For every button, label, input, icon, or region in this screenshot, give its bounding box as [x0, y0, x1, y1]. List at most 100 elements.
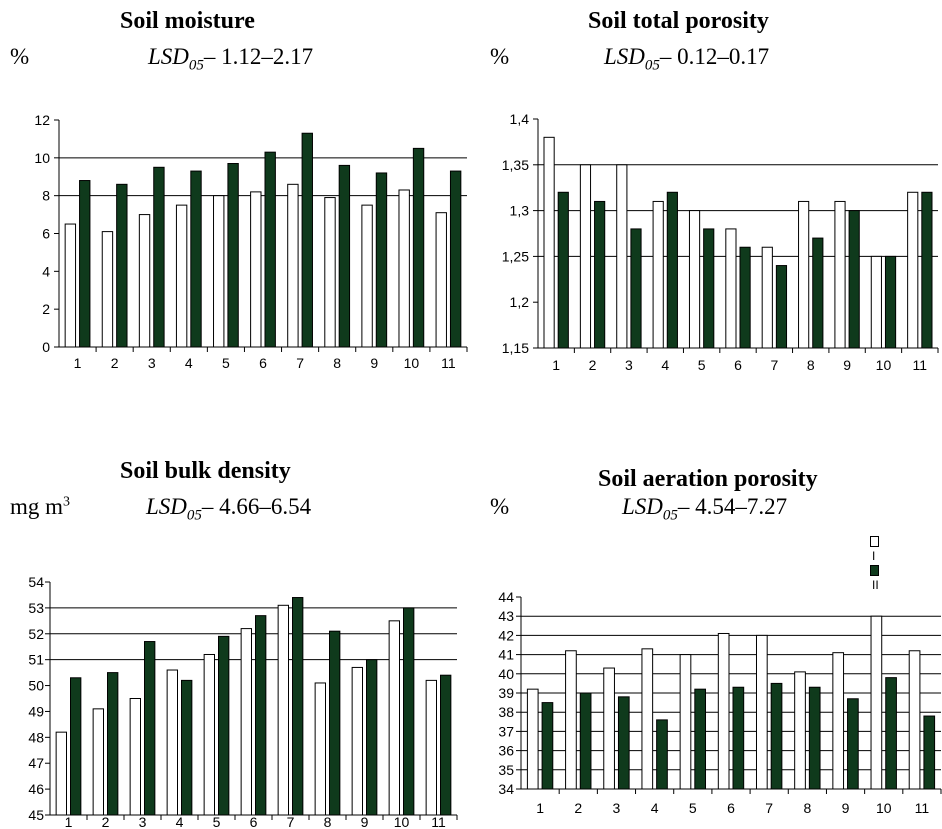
x-tick-label: 1 — [552, 357, 560, 373]
bar-series-i — [425, 679, 438, 816]
x-tick-label: 1 — [65, 814, 73, 829]
bar-series-ii — [366, 659, 378, 816]
x-tick-label: 11 — [915, 800, 930, 816]
x-tick-label: 4 — [661, 357, 669, 373]
bar-series-i — [101, 231, 114, 348]
x-tick-label: 7 — [287, 814, 295, 829]
bar-series-i — [388, 620, 401, 816]
y-tick-label: 0 — [42, 339, 50, 355]
bar-series-i — [240, 628, 252, 816]
bar-series-ii — [770, 682, 783, 790]
legend-swatch-ii — [870, 565, 879, 577]
bar-series-i — [138, 214, 151, 348]
x-tick-label: 4 — [185, 355, 193, 371]
x-tick-label: 9 — [842, 800, 850, 816]
y-tick-label: 1,15 — [502, 340, 529, 356]
bar-series-i — [798, 200, 810, 349]
bar-series-i — [603, 667, 615, 790]
lsd-subscript: 05 — [644, 57, 660, 74]
y-tick-label: 53 — [28, 600, 44, 616]
bar-series-i — [834, 200, 846, 349]
bar-series-ii — [775, 265, 788, 349]
y-tick-label: 37 — [498, 723, 514, 739]
x-tick-label: 1 — [74, 355, 82, 371]
x-tick-label: 8 — [324, 814, 332, 829]
chart-legend: III — [870, 534, 886, 592]
legend-swatch-i — [870, 536, 879, 548]
bar-series-i — [361, 204, 373, 348]
x-tick-label: 11 — [431, 814, 446, 829]
unit-text: mg m — [10, 494, 64, 519]
x-tick-label: 9 — [843, 357, 851, 373]
bar-series-ii — [301, 132, 313, 348]
y-tick-label: 45 — [28, 807, 44, 823]
x-tick-label: 11 — [913, 357, 928, 373]
bar-series-ii — [218, 635, 230, 816]
chart-title: Soil bulk density — [120, 458, 291, 484]
bar-series-ii — [70, 677, 82, 816]
x-tick-label: 8 — [333, 355, 341, 371]
lsd-text: LSD — [148, 44, 189, 69]
y-tick-label: 46 — [28, 781, 44, 797]
x-tick-label: 5 — [222, 355, 230, 371]
bar-series-ii — [181, 679, 193, 816]
x-tick-label: 4 — [176, 814, 184, 829]
y-tick-label: 39 — [498, 685, 514, 701]
bar-series-i — [543, 136, 555, 349]
bar-series-i — [277, 604, 290, 816]
x-tick-label: 10 — [394, 814, 410, 829]
y-tick-label: 1,4 — [510, 111, 530, 127]
x-tick-label: 2 — [589, 357, 597, 373]
bar-series-i — [435, 212, 447, 348]
x-tick-label: 3 — [613, 800, 621, 816]
bar-series-ii — [412, 147, 425, 348]
y-tick-label: 41 — [498, 647, 514, 663]
y-tick-label: 2 — [42, 301, 50, 317]
bar-series-i — [287, 183, 299, 348]
unit-label: % — [490, 44, 510, 69]
bar-series-i — [679, 654, 692, 790]
x-tick-label: 3 — [139, 814, 147, 829]
bar-series-ii — [703, 228, 715, 349]
x-tick-label: 8 — [803, 800, 811, 816]
bar-series-i — [324, 197, 336, 348]
x-tick-label: 8 — [807, 357, 815, 373]
legend-label-ii: II — [872, 577, 879, 592]
x-tick-label: 6 — [259, 355, 267, 371]
unit-label: % — [10, 44, 30, 69]
bar-series-i — [870, 615, 883, 790]
lsd-text: LSD — [622, 494, 663, 519]
x-tick-label: 6 — [734, 357, 742, 373]
bar-series-ii — [923, 715, 936, 790]
bar-series-ii — [694, 688, 707, 790]
chart-title: Soil total porosity — [588, 8, 769, 34]
lsd-label: LSD05– 1.12–2.17 — [148, 44, 313, 75]
bar-series-ii — [630, 228, 642, 349]
bar-series-ii — [440, 674, 452, 816]
bar-series-i — [565, 650, 577, 790]
bar-series-ii — [808, 686, 821, 790]
bar-series-ii — [338, 164, 351, 348]
y-tick-label: 40 — [498, 666, 514, 682]
chart-title: Soil aeration porosity — [598, 466, 818, 492]
x-tick-label: 11 — [441, 355, 456, 371]
x-tick-label: 5 — [213, 814, 221, 829]
bar-series-ii — [666, 191, 678, 349]
bar-series-i — [717, 632, 730, 790]
bar-series-ii — [375, 172, 388, 348]
bar-series-ii — [557, 191, 569, 349]
lsd-value: – 0.12–0.17 — [659, 44, 770, 69]
lsd-label: LSD05– 4.66–6.54 — [146, 494, 311, 525]
legend-label-i: I — [872, 548, 876, 563]
bar-series-i — [314, 682, 327, 816]
bar-series-i — [870, 255, 882, 349]
bar-series-i — [579, 164, 592, 349]
bar-series-ii — [594, 200, 606, 349]
y-tick-label: 44 — [498, 589, 514, 605]
x-tick-label: 5 — [689, 800, 697, 816]
y-tick-label: 49 — [28, 703, 44, 719]
lsd-text: LSD — [604, 44, 645, 69]
y-tick-label: 43 — [498, 608, 514, 624]
lsd-value: – 4.54–7.27 — [677, 494, 788, 519]
